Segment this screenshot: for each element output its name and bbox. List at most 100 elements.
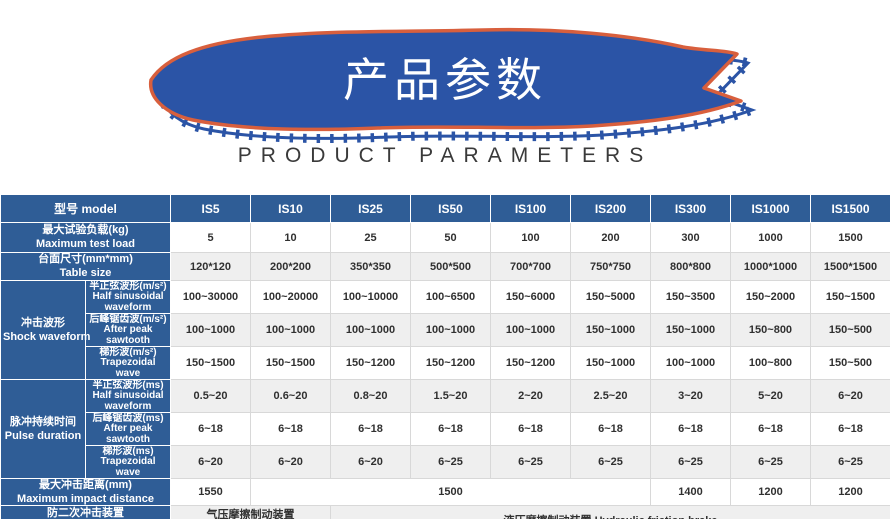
table-cell: 100~10000 — [330, 280, 411, 314]
row-label-en: Maximum impact distance — [17, 492, 154, 505]
row-label-max-test-load: 最大试验负载(kg) Maximum test load — [0, 222, 171, 253]
table-cell: 1500*1500 — [810, 252, 890, 281]
table-cell: 100~6500 — [410, 280, 491, 314]
table-cell: 1000*1000 — [730, 252, 811, 281]
table-cell: 150~1200 — [490, 346, 571, 380]
table-cell: 6~25 — [570, 445, 651, 479]
table-cell: 6~18 — [810, 412, 890, 446]
group-label-zh: 冲击波形 — [21, 316, 65, 329]
col-header-is1000: IS1000 — [730, 194, 811, 223]
table-cell: 6~20 — [170, 445, 251, 479]
sub-label-trapezoid-acc: 梯形波(m/s²) Trapezoidal wave — [85, 346, 171, 380]
table-cell: 1200 — [810, 477, 890, 507]
table-cell: 150~800 — [730, 313, 811, 347]
table-cell: 150~500 — [810, 346, 890, 380]
table-cell: 500*500 — [410, 252, 491, 281]
group-label-pulse-duration: 脉冲持续时间 Pulse duration — [0, 379, 86, 479]
table-cell: 50 — [410, 222, 491, 253]
table-cell: 800*800 — [650, 252, 731, 281]
table-cell: 1550 — [170, 477, 251, 507]
table-cell: 6~18 — [410, 412, 491, 446]
sub-label-zh: 后峰锯齿波(m/s²) — [89, 314, 167, 325]
table-cell: 150~5000 — [570, 280, 651, 314]
table-cell: 100~20000 — [250, 280, 331, 314]
row-shock-trapezoid: 梯形波(m/s²) Trapezoidal wave 150~1500 150~… — [1, 346, 890, 380]
group-label-en: Shock waveform — [3, 330, 91, 343]
row-pulse-half-sine: 脉冲持续时间 Pulse duration 半正弦波形(ms) Half sin… — [0, 379, 890, 479]
table-cell: 200*200 — [250, 252, 331, 281]
table-cell: 6~25 — [730, 445, 811, 479]
sub-label-trapezoid-ms: 梯形波(ms) Trapezoidal wave — [85, 445, 171, 479]
table-cell: 100~30000 — [170, 280, 251, 314]
table-cell: 100~1000 — [250, 313, 331, 347]
group-label-zh: 脉冲持续时间 — [10, 415, 76, 428]
col-header-is200: IS200 — [570, 194, 651, 223]
row-label-max-impact-distance: 最大冲击距离(mm) Maximum impact distance — [0, 477, 171, 507]
sub-label-en: Trapezoidal wave — [100, 456, 156, 478]
row-label-table-size: 台面尺寸(mm*mm) Table size — [0, 252, 171, 281]
table-cell: 10 — [250, 222, 331, 253]
col-header-is100: IS100 — [490, 194, 571, 223]
table-cell: 100~1000 — [330, 313, 411, 347]
table-cell: 2~20 — [490, 379, 571, 413]
table-cell: 5~20 — [730, 379, 811, 413]
table-cell: 1200 — [730, 477, 811, 507]
page-subtitle: PRODUCT PARAMETERS — [237, 144, 653, 167]
table-cell: 3~20 — [650, 379, 731, 413]
table-cell: 1400 — [650, 477, 731, 507]
table-cell: 150~1500 — [250, 346, 331, 380]
col-header-is10: IS10 — [250, 194, 331, 223]
row-max-impact-distance: 最大冲击距离(mm) Maximum impact distance 1550 … — [0, 477, 890, 507]
table-cell: 6~18 — [330, 412, 411, 446]
table-cell: 2.5~20 — [570, 379, 651, 413]
table-cell: 150~1500 — [170, 346, 251, 380]
table-cell: 100~1000 — [170, 313, 251, 347]
table-cell: 700*700 — [490, 252, 571, 281]
table-cell: 150~6000 — [490, 280, 571, 314]
sub-label-zh: 梯形波(ms) — [102, 446, 154, 457]
row-label-zh: 最大试验负载(kg) — [42, 224, 129, 237]
table-cell: 150~1000 — [650, 313, 731, 347]
row-shock-half-sine: 冲击波形 Shock waveform 半正弦波形(m/s²) Half sin… — [0, 280, 890, 380]
product-parameters-banner: 产品参数 PRODUCT PARAMETERS — [0, 0, 890, 194]
col-header-is5: IS5 — [170, 194, 251, 223]
table-cell: 200 — [570, 222, 651, 253]
table-cell: 6~20 — [810, 379, 890, 413]
col-header-is1500: IS1500 — [810, 194, 890, 223]
table-cell: 1500 — [810, 222, 890, 253]
row-label-anti-secondary: 防二次冲击装置 Anti-secondary impact device — [0, 505, 171, 519]
row-pulse-sawtooth: 后峰锯齿波(ms) After peak sawtooth 6~18 6~18 … — [1, 412, 890, 446]
col-header-is300: IS300 — [650, 194, 731, 223]
table-cell: 6~18 — [490, 412, 571, 446]
table-cell: 5 — [170, 222, 251, 253]
sub-label-en: Half sinusoidal waveform — [92, 291, 164, 313]
table-cell: 120*120 — [170, 252, 251, 281]
table-cell: 350*350 — [330, 252, 411, 281]
row-anti-secondary: 防二次冲击装置 Anti-secondary impact device 气压摩… — [0, 505, 890, 519]
table-cell: 6~20 — [330, 445, 411, 479]
sub-label-en: After peak sawtooth — [103, 423, 153, 445]
table-cell: 150~1000 — [570, 313, 651, 347]
table-cell: 6~18 — [250, 412, 331, 446]
table-cell: 100~1000 — [650, 346, 731, 380]
table-cell: 150~1000 — [570, 346, 651, 380]
table-cell: 0.8~20 — [330, 379, 411, 413]
page-title: 产品参数 — [343, 54, 547, 106]
table-cell: 300 — [650, 222, 731, 253]
table-cell: 150~2000 — [730, 280, 811, 314]
table-cell: 150~3500 — [650, 280, 731, 314]
parameters-table: 型号 model IS5 IS10 IS25 IS50 IS100 IS200 … — [0, 194, 890, 519]
row-label-en: Maximum test load — [35, 238, 136, 251]
sub-label-half-sine-acc: 半正弦波形(m/s²) Half sinusoidal waveform — [85, 280, 171, 314]
table-cell: 6~18 — [730, 412, 811, 446]
table-cell: 6~25 — [410, 445, 491, 479]
table-cell: 150~1200 — [330, 346, 411, 380]
table-cell-merged: 1500 — [250, 477, 651, 507]
sub-label-zh: 半正弦波形(m/s²) — [89, 281, 167, 292]
table-cell: 100~800 — [730, 346, 811, 380]
sub-label-sawtooth-ms: 后峰锯齿波(ms) After peak sawtooth — [85, 412, 171, 446]
table-cell: 0.5~20 — [170, 379, 251, 413]
row-label-en: Table size — [59, 267, 112, 280]
sub-label-en: After peak sawtooth — [103, 324, 153, 346]
table-cell-air-brake: 气压摩擦制动装置 Air pressure friction brake — [170, 505, 331, 519]
